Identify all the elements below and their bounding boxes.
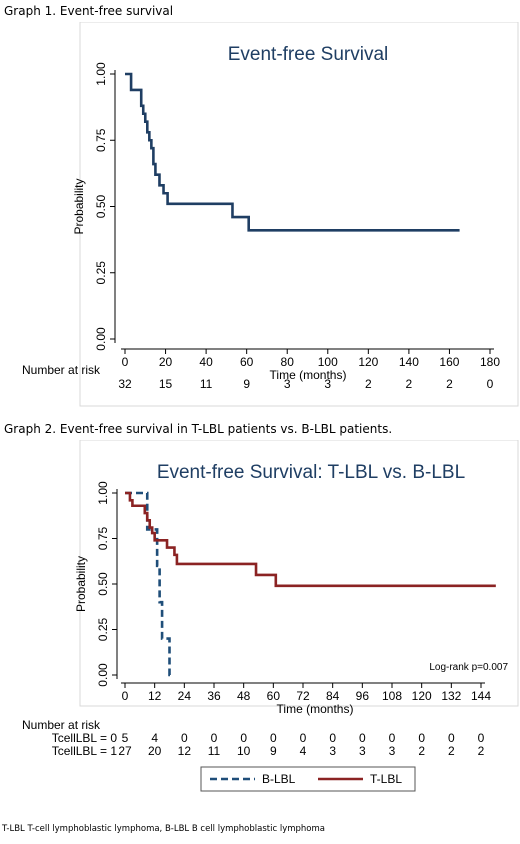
x-tick-label: 140 xyxy=(399,355,419,369)
chart-title: Event-free Survival: T-LBL vs. B-LBL xyxy=(157,462,465,483)
risk-table-value: 3 xyxy=(324,377,331,391)
risk-table-value: 12 xyxy=(178,744,192,758)
legend-label-t-lbl: T-LBL xyxy=(370,772,402,786)
risk-table-value: 2 xyxy=(478,744,485,758)
risk-table-value: 0 xyxy=(181,731,188,745)
risk-table-value: 4 xyxy=(300,744,307,758)
risk-table-value: 2 xyxy=(446,377,453,391)
x-tick-label: 0 xyxy=(122,355,129,369)
risk-row-label: TcellLBL = 1 xyxy=(52,744,118,758)
graph2-chart: Event-free Survival: T-LBL vs. B-LBL 0.00… xyxy=(22,440,519,792)
risk-table-value: 11 xyxy=(208,744,221,758)
risk-table-value: 0 xyxy=(240,731,247,745)
risk-table-value: 0 xyxy=(389,731,396,745)
graph1-chart: Event-free Survival 0.00 0.25 0.50 0.75 1.00 0… xyxy=(22,22,519,407)
risk-table-value: 2 xyxy=(418,744,425,758)
series-line-t-lbl xyxy=(125,491,496,588)
y-tick-label: 0.75 xyxy=(94,128,108,152)
x-tick-label: 100 xyxy=(318,355,338,369)
risk-table-label: Number at risk xyxy=(22,363,101,377)
risk-table-value: 3 xyxy=(359,744,366,758)
risk-table-value: 0 xyxy=(329,731,336,745)
series-line xyxy=(125,72,460,232)
x-axis-label: Time (months) xyxy=(277,702,354,716)
y-tick-label: 1.00 xyxy=(94,62,108,86)
y-tick-label: 1.00 xyxy=(96,481,110,505)
risk-table-value: 3 xyxy=(284,377,291,391)
x-tick-label: 40 xyxy=(199,355,213,369)
x-tick-label: 36 xyxy=(207,689,221,703)
x-tick-label: 72 xyxy=(296,689,310,703)
y-axis-label: Probability xyxy=(74,556,88,612)
risk-table-value: 0 xyxy=(478,731,485,745)
risk-table-value: 0 xyxy=(359,731,366,745)
risk-table-value: 27 xyxy=(118,744,132,758)
x-tick-label: 12 xyxy=(148,689,162,703)
y-tick-label: 0.25 xyxy=(96,617,110,641)
x-tick-label: 180 xyxy=(480,355,500,369)
risk-table-value: 2 xyxy=(365,377,372,391)
x-axis-label: Time (months) xyxy=(270,368,347,382)
legend-label-b-lbl: B-LBL xyxy=(262,772,296,786)
y-tick-label: 0.00 xyxy=(96,663,110,687)
risk-table-value: 0 xyxy=(418,731,425,745)
x-tick-label: 120 xyxy=(412,689,432,703)
x-tick-label: 48 xyxy=(237,689,251,703)
y-tick-label: 0.25 xyxy=(94,261,108,285)
risk-table-value: 15 xyxy=(159,377,173,391)
risk-table-value: 3 xyxy=(389,744,396,758)
plot-background xyxy=(79,440,519,707)
chart-title: Event-free Survival xyxy=(228,44,389,65)
y-axis-label: Probability xyxy=(72,178,86,234)
y-tick-label: 0.00 xyxy=(94,327,108,351)
risk-table-value: 3 xyxy=(329,744,336,758)
risk-table-value: 2 xyxy=(406,377,413,391)
graph2-caption: Graph 2. Event-free survival in T-LBL pa… xyxy=(4,422,393,436)
x-tick-label: 96 xyxy=(356,689,370,703)
x-tick-label: 84 xyxy=(326,689,340,703)
y-tick-label: 0.50 xyxy=(94,194,108,218)
x-tick-label: 80 xyxy=(281,355,295,369)
y-tick-label: 0.50 xyxy=(96,572,110,596)
risk-table-value: 0 xyxy=(270,731,277,745)
annotation-logrank: Log-rank p=0.007 xyxy=(429,662,508,673)
risk-table-value: 4 xyxy=(151,731,158,745)
risk-table-value: 10 xyxy=(237,744,251,758)
x-tick-label: 60 xyxy=(267,689,281,703)
risk-table-value: 11 xyxy=(200,377,213,391)
x-tick-label: 120 xyxy=(358,355,378,369)
risk-table-value: 9 xyxy=(270,744,277,758)
risk-table-value: 0 xyxy=(300,731,307,745)
x-tick-label: 0 xyxy=(122,689,129,703)
risk-table-value: 2 xyxy=(448,744,455,758)
risk-table-value: 0 xyxy=(211,731,218,745)
risk-table-value: 0 xyxy=(487,377,494,391)
graph1-caption: Graph 1. Event-free survival xyxy=(4,4,174,18)
x-tick-label: 20 xyxy=(159,355,173,369)
risk-table-value: 32 xyxy=(118,377,132,391)
y-tick-label: 0.75 xyxy=(96,526,110,550)
footnote: T-LBL T-cell lymphoblastic lymphoma, B-L… xyxy=(2,824,325,834)
risk-table-value: 9 xyxy=(243,377,250,391)
x-tick-label: 144 xyxy=(471,689,491,703)
x-tick-label: 60 xyxy=(240,355,254,369)
x-tick-label: 132 xyxy=(441,689,461,703)
risk-table-value: 5 xyxy=(122,731,129,745)
x-tick-label: 24 xyxy=(178,689,192,703)
x-tick-label: 108 xyxy=(382,689,402,703)
risk-row-label: TcellLBL = 0 xyxy=(52,731,118,745)
risk-table-value: 0 xyxy=(448,731,455,745)
x-tick-label: 160 xyxy=(439,355,459,369)
risk-table-label: Number at risk xyxy=(22,718,101,732)
risk-table-value: 20 xyxy=(148,744,162,758)
plot-background xyxy=(79,22,519,407)
